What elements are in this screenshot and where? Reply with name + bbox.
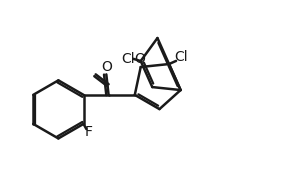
Text: O: O (101, 60, 112, 74)
Text: Cl: Cl (174, 50, 187, 64)
Text: O: O (134, 52, 145, 66)
Text: F: F (85, 125, 93, 139)
Text: Cl: Cl (122, 52, 135, 66)
